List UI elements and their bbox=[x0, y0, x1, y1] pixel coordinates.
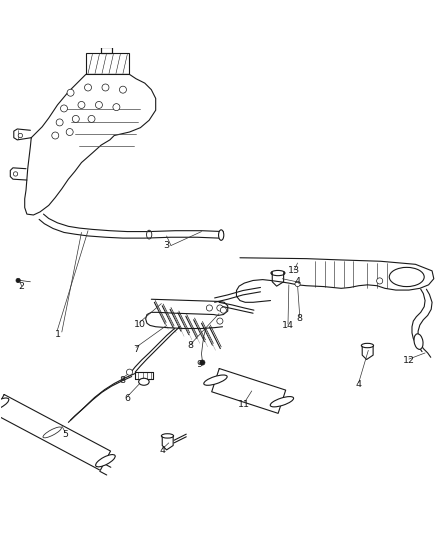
Ellipse shape bbox=[414, 334, 423, 349]
Circle shape bbox=[295, 281, 300, 287]
Circle shape bbox=[120, 86, 127, 93]
Polygon shape bbox=[101, 47, 112, 53]
Circle shape bbox=[200, 360, 205, 365]
Ellipse shape bbox=[270, 397, 293, 407]
Text: 6: 6 bbox=[124, 394, 131, 403]
Text: 14: 14 bbox=[282, 321, 294, 330]
Circle shape bbox=[13, 172, 18, 176]
Ellipse shape bbox=[219, 230, 224, 240]
Circle shape bbox=[60, 105, 67, 112]
Circle shape bbox=[66, 128, 73, 135]
Text: 8: 8 bbox=[119, 376, 125, 384]
Text: 13: 13 bbox=[288, 266, 300, 276]
Ellipse shape bbox=[0, 398, 9, 410]
Circle shape bbox=[102, 84, 109, 91]
Circle shape bbox=[16, 278, 20, 282]
Circle shape bbox=[220, 307, 226, 313]
Circle shape bbox=[18, 133, 22, 138]
Circle shape bbox=[88, 116, 95, 123]
Circle shape bbox=[56, 119, 63, 126]
Ellipse shape bbox=[204, 375, 227, 385]
Circle shape bbox=[113, 103, 120, 111]
Text: 12: 12 bbox=[403, 356, 415, 365]
Circle shape bbox=[217, 305, 223, 311]
Ellipse shape bbox=[139, 378, 149, 385]
Circle shape bbox=[52, 132, 59, 139]
Circle shape bbox=[206, 305, 212, 311]
Circle shape bbox=[377, 278, 383, 284]
Text: 5: 5 bbox=[62, 430, 68, 439]
Text: 3: 3 bbox=[163, 241, 170, 250]
Circle shape bbox=[127, 369, 133, 375]
Circle shape bbox=[217, 318, 223, 324]
Circle shape bbox=[78, 101, 85, 108]
Text: 7: 7 bbox=[133, 345, 139, 354]
Text: 8: 8 bbox=[187, 342, 194, 351]
Text: 8: 8 bbox=[297, 313, 303, 322]
Circle shape bbox=[85, 84, 92, 91]
Circle shape bbox=[72, 116, 79, 123]
Text: 4: 4 bbox=[295, 277, 300, 286]
Circle shape bbox=[95, 101, 102, 108]
Text: 4: 4 bbox=[356, 380, 362, 389]
Text: 2: 2 bbox=[19, 281, 25, 290]
Circle shape bbox=[67, 89, 74, 96]
Text: 4: 4 bbox=[159, 446, 165, 455]
Text: 11: 11 bbox=[238, 400, 251, 409]
Text: 10: 10 bbox=[134, 320, 145, 329]
Ellipse shape bbox=[389, 268, 424, 287]
Text: 9: 9 bbox=[196, 360, 202, 369]
Polygon shape bbox=[86, 53, 130, 75]
Ellipse shape bbox=[95, 455, 115, 467]
Text: 1: 1 bbox=[54, 330, 60, 338]
